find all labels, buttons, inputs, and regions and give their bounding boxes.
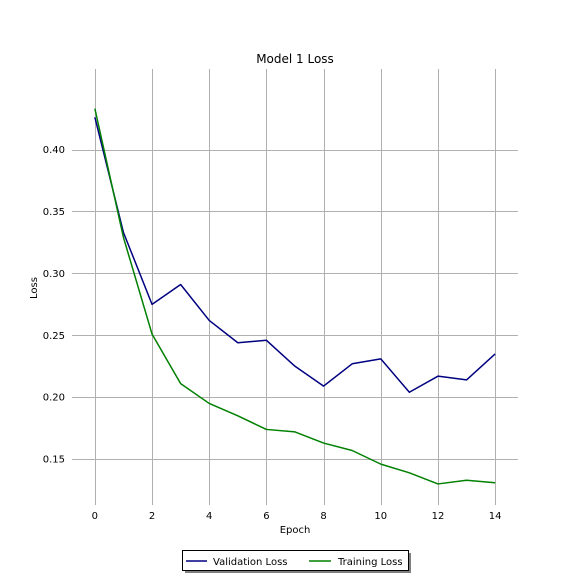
grid-lines bbox=[72, 69, 518, 505]
y-tick-label: 0.35 bbox=[43, 207, 65, 218]
y-tick-label: 0.40 bbox=[43, 145, 65, 156]
y-tick-label: 0.30 bbox=[43, 269, 65, 280]
x-tick-label: 0 bbox=[92, 511, 98, 522]
x-tick-labels: 0 2 4 6 8 10 12 14 bbox=[92, 511, 502, 522]
legend-label-training: Training Loss bbox=[337, 557, 403, 568]
series-lines bbox=[94, 108, 496, 485]
legend-box bbox=[182, 550, 409, 571]
y-axis-label: Loss bbox=[29, 277, 40, 299]
x-tick-label: 4 bbox=[206, 511, 212, 522]
chart-title: Model 1 Loss bbox=[256, 52, 334, 66]
x-tick-label: 10 bbox=[374, 511, 387, 522]
y-tick-label: 0.15 bbox=[43, 455, 65, 466]
x-tick-label: 2 bbox=[149, 511, 155, 522]
y-tick-labels: 0.15 0.20 0.25 0.30 0.35 0.40 bbox=[43, 145, 65, 466]
x-tick-label: 12 bbox=[432, 511, 445, 522]
training-loss-line bbox=[94, 108, 496, 485]
x-tick-label: 14 bbox=[489, 511, 502, 522]
validation-loss-line bbox=[94, 117, 496, 394]
y-tick-label: 0.20 bbox=[43, 393, 65, 404]
legend: Validation Loss Training Loss bbox=[182, 550, 411, 573]
y-tick-label: 0.25 bbox=[43, 331, 65, 342]
x-tick-label: 6 bbox=[263, 511, 269, 522]
x-tick-label: 8 bbox=[320, 511, 326, 522]
legend-label-validation: Validation Loss bbox=[213, 557, 288, 568]
x-axis-label: Epoch bbox=[280, 525, 311, 536]
